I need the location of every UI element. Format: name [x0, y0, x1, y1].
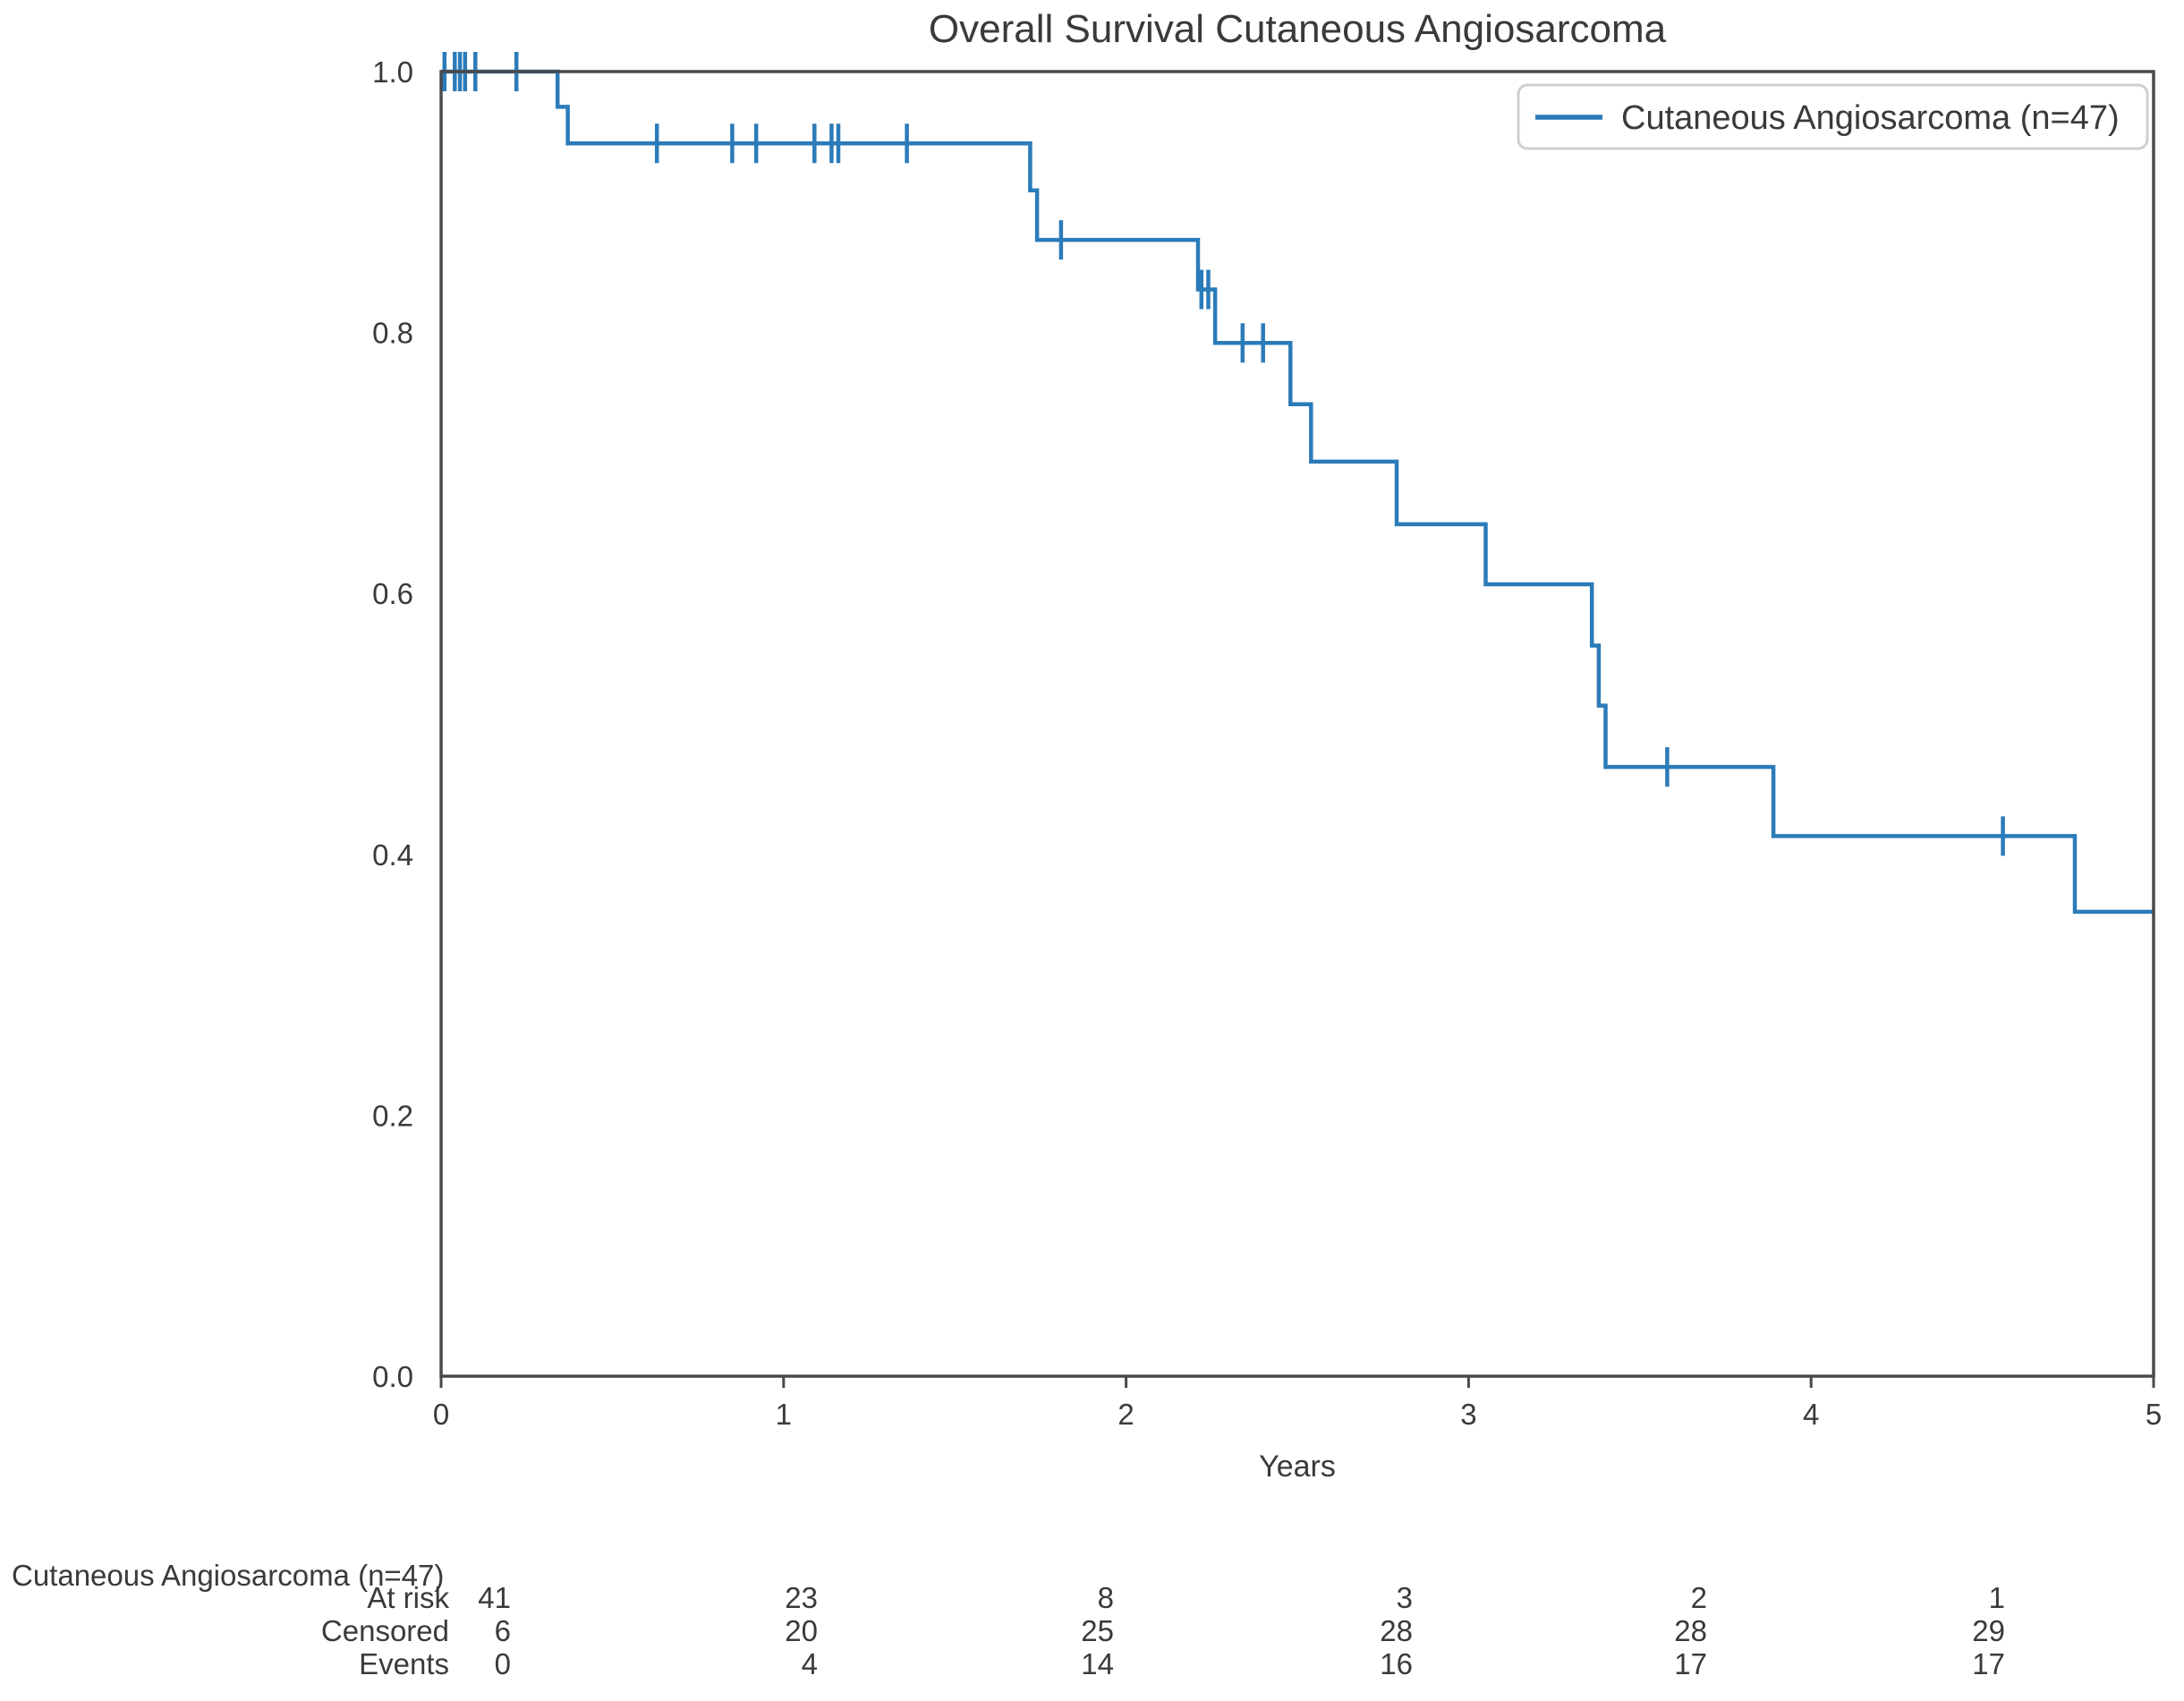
x-tick-label: 0	[433, 1398, 449, 1431]
risk-table-value: 0	[495, 1647, 511, 1680]
risk-table-value: 8	[1098, 1581, 1114, 1614]
x-tick-label: 3	[1460, 1398, 1476, 1431]
risk-table-value: 2	[1691, 1581, 1707, 1614]
y-tick-label: 0.0	[372, 1360, 413, 1393]
risk-table-value: 29	[1972, 1614, 2005, 1647]
axes-box	[439, 70, 2155, 1378]
risk-table-row-label: Events	[359, 1647, 449, 1680]
risk-table-value: 14	[1081, 1647, 1114, 1680]
risk-table-row-label: At risk	[367, 1581, 449, 1614]
risk-table-value: 20	[785, 1614, 818, 1647]
x-tick-label: 2	[1117, 1398, 1134, 1431]
risk-table-value: 16	[1380, 1647, 1413, 1680]
risk-table-value: 23	[785, 1581, 818, 1614]
risk-table-value: 6	[495, 1614, 511, 1647]
x-tick-label: 1	[776, 1398, 792, 1431]
x-tick-label: 5	[2146, 1398, 2162, 1431]
y-tick-label: 0.8	[372, 317, 413, 350]
risk-table-value: 4	[802, 1647, 818, 1680]
risk-table-value: 28	[1380, 1614, 1413, 1647]
legend: Cutaneous Angiosarcoma (n=47)	[1517, 83, 2149, 150]
survival-curve	[441, 69, 2154, 914]
censor-marks	[442, 52, 2005, 856]
risk-table-value: 3	[1397, 1581, 1413, 1614]
y-tick-label: 0.4	[372, 838, 413, 872]
risk-table-group-label: Cutaneous Angiosarcoma (n=47)	[12, 1559, 444, 1592]
risk-table: Cutaneous Angiosarcoma (n=47)At risk 41 23…	[12, 1559, 2005, 1680]
x-axis-label: Years	[1259, 1450, 1336, 1484]
risk-table-value: 17	[1674, 1647, 1707, 1680]
chart-title: Overall Survival Cutaneous Angiosarcoma	[929, 7, 1667, 51]
risk-table-value: 17	[1972, 1647, 2005, 1680]
legend-box	[1517, 83, 2149, 150]
risk-table-value: 1	[1989, 1581, 2005, 1614]
legend-label: Cutaneous Angiosarcoma (n=47)	[1621, 99, 2120, 137]
x-tick-label: 4	[1803, 1398, 1819, 1431]
risk-table-value: 28	[1674, 1614, 1707, 1647]
y-tick-label: 1.0	[372, 55, 413, 89]
risk-table-value: 41	[478, 1581, 511, 1614]
risk-table-row-label: Censored	[321, 1614, 449, 1647]
risk-table-value: 25	[1081, 1614, 1114, 1647]
y-tick-label: 0.2	[372, 1099, 413, 1132]
y-tick-label: 0.6	[372, 577, 413, 610]
